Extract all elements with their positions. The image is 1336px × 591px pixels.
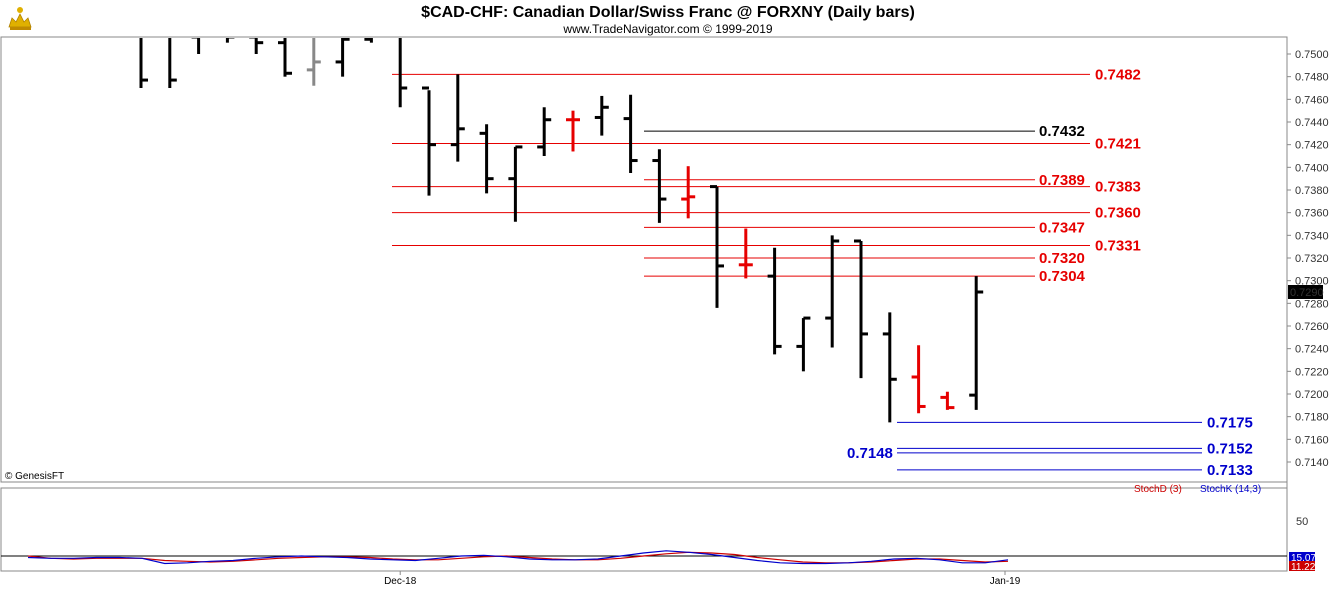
- y-tick-label: 0.7320: [1295, 253, 1329, 265]
- level-label: 0.7389: [1039, 172, 1085, 189]
- ohlc-bar: [854, 239, 868, 379]
- price-levels: 0.7482 0.7432 0.7421 0.7389 0.7383 0.7360 0.73…: [392, 66, 1253, 479]
- y-tick-label: 0.7280: [1295, 298, 1329, 310]
- level-label: 0.7383: [1095, 179, 1141, 196]
- ohlc-bar: [652, 149, 667, 223]
- chart-subtitle: www.TradeNavigator.com © 1999-2019: [562, 22, 772, 36]
- stoch-k-value-box: 15.07: [1289, 552, 1316, 564]
- level-label: 0.7320: [1039, 250, 1085, 267]
- stoch-d-value-box: 11.22: [1289, 561, 1316, 573]
- ohlc-bar: [168, 38, 177, 88]
- level-label: 0.7148: [847, 445, 893, 462]
- ohlc-bar: [767, 247, 782, 355]
- y-tick-label: 0.7240: [1295, 344, 1329, 356]
- level-label: 0.7482: [1095, 66, 1141, 83]
- x-tick-label: Dec-18: [384, 576, 417, 587]
- ohlc-bar: [422, 86, 436, 196]
- ohlc-bar: [566, 110, 580, 152]
- ohlc-bar: [940, 391, 955, 410]
- ohlc-bar: [882, 312, 897, 423]
- y-tick-label: 0.7200: [1295, 389, 1329, 401]
- ohlc-bar: [225, 38, 235, 43]
- y-tick-label: 0.7260: [1295, 321, 1329, 333]
- ohlc-bar: [969, 276, 984, 410]
- y-tick-label: 0.7140: [1295, 457, 1329, 469]
- x-tick-label: Jan-19: [990, 576, 1021, 587]
- y-tick-label: 0.7220: [1295, 366, 1329, 378]
- y-tick-label: 0.7160: [1295, 434, 1329, 446]
- stoch-k-value: 15.07: [1291, 553, 1316, 564]
- level-label: 0.7360: [1095, 205, 1141, 222]
- ohlc-bar: [825, 235, 840, 348]
- ohlc-bar: [623, 94, 638, 173]
- y-tick-label: 0.7360: [1295, 208, 1329, 220]
- chart-title: $CAD-CHF: Canadian Dollar/Swiss Franc @ …: [421, 4, 915, 21]
- level-label: 0.7347: [1039, 219, 1085, 236]
- ohlc-bar: [191, 38, 201, 54]
- ohlc-bar: [364, 38, 373, 43]
- last-price-marker: 0.7290: [1288, 285, 1324, 299]
- ohlc-bar: [450, 74, 465, 162]
- y-tick-label: 0.7400: [1295, 162, 1329, 174]
- ohlc-bar: [738, 228, 753, 279]
- ohlc-bar: [249, 38, 264, 54]
- level-label: 0.7175: [1207, 414, 1253, 431]
- ohlc-bar: [139, 38, 148, 88]
- y-tick-label: 0.7380: [1295, 185, 1329, 197]
- y-tick-label: 0.7180: [1295, 412, 1329, 424]
- ohlc-bar: [278, 38, 292, 77]
- stochastic-lines: [27, 550, 1009, 565]
- ohlc-bar: [398, 38, 408, 108]
- y-tick-label: 0.7420: [1295, 140, 1329, 152]
- y-tick-label: 0.7440: [1295, 117, 1329, 129]
- level-label: 0.7421: [1095, 136, 1141, 153]
- price-panel: [0, 36, 1288, 483]
- credit-label: © GenesisFT: [5, 471, 64, 482]
- stoch-d-legend: StochD (3): [1134, 484, 1182, 495]
- y-tick-label: 0.7480: [1295, 72, 1329, 84]
- y-tick-label: 0.7500: [1295, 49, 1329, 61]
- ohlc-bar: [681, 166, 696, 219]
- y-tick-label: 0.7460: [1295, 94, 1329, 106]
- ohlc-bar: [537, 107, 552, 156]
- last-price-label: 0.7290: [1290, 287, 1324, 299]
- stoch-d-value: 11.22: [1291, 562, 1316, 573]
- stoch-k-line: [27, 550, 1009, 565]
- ohlc-bar: [911, 345, 926, 414]
- logo: [8, 6, 32, 31]
- ohlc-bar: [306, 38, 321, 86]
- level-label: 0.7152: [1207, 440, 1253, 457]
- ohlc-bar: [594, 95, 609, 136]
- stoch-50-tick: 50: [1296, 516, 1308, 528]
- ohlc-bars: [139, 38, 984, 423]
- level-label: 0.7432: [1039, 123, 1085, 140]
- y-tick-label: 0.7340: [1295, 230, 1329, 242]
- level-label: 0.7304: [1039, 268, 1086, 285]
- ohlc-bar: [796, 316, 811, 372]
- ohlc-bar: [479, 124, 494, 194]
- ohlc-bar: [508, 145, 523, 222]
- x-axis-labels: Dec-18 Jan-19: [384, 571, 1021, 587]
- level-label: 0.7331: [1095, 238, 1141, 255]
- stoch-panel: [0, 487, 1288, 572]
- level-label: 0.7133: [1207, 462, 1253, 479]
- ohlc-bar: [710, 185, 724, 308]
- stoch-k-legend: StochK (14,3): [1200, 484, 1261, 495]
- ohlc-bar: [335, 38, 350, 77]
- y-axis-ticks: 0.7140 0.7160 0.7180 0.7200 0.7220 0.7240 0.72…: [1287, 49, 1329, 469]
- y-tick-label: 0.7300: [1295, 276, 1329, 288]
